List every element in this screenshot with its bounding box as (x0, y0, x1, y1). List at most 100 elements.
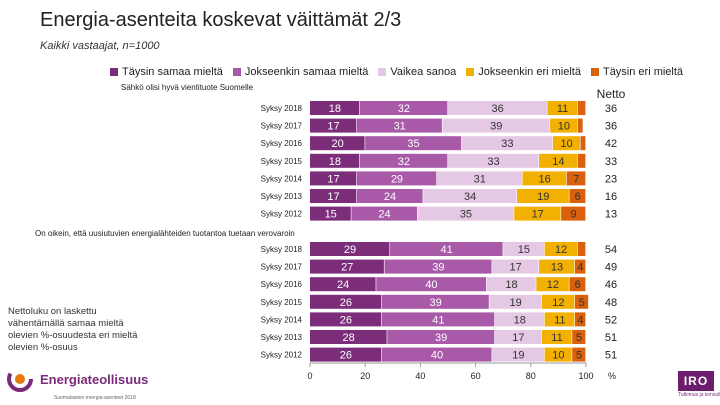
bar-segment (365, 136, 462, 151)
bar-segment (544, 242, 578, 256)
net-value: 13 (605, 209, 617, 221)
data-label: 35 (407, 138, 419, 150)
bar-segment (310, 259, 384, 274)
group-label: Sähkö olisi hyvä vientituote Suomelle (121, 83, 254, 92)
data-label: 26 (340, 350, 352, 362)
bar-segment (310, 101, 360, 115)
data-label: 4 (577, 314, 583, 326)
data-label: 17 (327, 173, 339, 185)
data-label: 16 (538, 173, 550, 185)
legend-item: Jokseenkin samaa mieltä (232, 66, 368, 78)
page-subtitle: Kaikki vastaajat, n=1000 (40, 40, 160, 52)
legend-item: Täysin eri mieltä (590, 66, 683, 78)
net-value: 42 (605, 138, 617, 150)
data-label: 19 (537, 191, 549, 203)
bar-segment (310, 330, 387, 344)
bar-segment (544, 312, 575, 327)
x-tick-label: 20 (360, 371, 370, 381)
data-label: 10 (558, 121, 570, 133)
net-value: 52 (605, 314, 617, 326)
row-label: Syksy 2016 (261, 280, 303, 289)
data-label: 41 (432, 314, 444, 326)
data-label: 11 (554, 314, 565, 326)
net-header: Netto (597, 87, 626, 101)
bar-segment (492, 259, 539, 274)
row-label: Syksy 2014 (261, 174, 303, 183)
data-label: 6 (575, 279, 581, 291)
iro-logo-mark: IRO (678, 371, 714, 391)
bar-segment (436, 171, 522, 186)
bar-segment (310, 118, 357, 133)
bar-segment (417, 206, 514, 221)
data-label: 40 (425, 279, 437, 291)
bar-segment (574, 294, 589, 309)
data-label: 18 (514, 314, 526, 326)
bar-segment (574, 312, 586, 327)
bar-segment (351, 206, 418, 221)
legend-label: Vaikea sanoa (390, 66, 457, 78)
net-value: 46 (605, 279, 617, 291)
data-label: 39 (490, 121, 502, 133)
legend-swatch (466, 68, 475, 76)
bar-segment (541, 294, 575, 309)
net-value: 51 (605, 350, 617, 362)
net-note: Nettoluku on laskettu vähentämällä samaa… (8, 306, 138, 353)
bar-segment (310, 136, 365, 151)
bar-segment (310, 153, 360, 168)
bar-segment (390, 242, 503, 256)
bar-segment (572, 347, 586, 362)
legend-label: Jokseenkin eri mieltä (478, 66, 581, 78)
data-label: 24 (384, 191, 396, 203)
x-tick-label: 80 (526, 371, 536, 381)
data-label: 26 (340, 297, 352, 309)
net-value: 33 (605, 156, 617, 168)
bar-segment (489, 294, 542, 309)
data-label: 24 (378, 209, 390, 221)
legend-swatch (378, 68, 387, 76)
bar-segment (423, 189, 517, 203)
bar-segment (514, 206, 561, 221)
data-label: 7 (573, 173, 579, 185)
bar-segment (448, 153, 539, 168)
bar-segment (550, 118, 578, 133)
data-label: 33 (501, 138, 513, 150)
data-label: 29 (391, 173, 403, 185)
data-label: 13 (551, 262, 563, 274)
row-label: Syksy 2015 (261, 157, 303, 166)
bar-segment (577, 153, 586, 168)
bar-segment (448, 101, 547, 115)
bar-segment (494, 330, 542, 344)
net-value: 36 (605, 103, 617, 115)
row-label: Syksy 2012 (261, 351, 303, 360)
data-label: 39 (432, 262, 444, 274)
bar-segment (359, 101, 448, 115)
data-label: 39 (435, 332, 447, 344)
data-label: 26 (340, 314, 352, 326)
bar-segment (577, 118, 583, 133)
x-tick-label: 100 (578, 371, 593, 381)
data-label: 6 (575, 191, 581, 203)
bar-segment (574, 259, 586, 274)
row-label: Syksy 2018 (261, 245, 303, 254)
data-label: 10 (552, 350, 564, 362)
data-label: 14 (552, 156, 564, 168)
net-value: 51 (605, 332, 617, 344)
bar-segment (561, 206, 586, 221)
bar-segment (522, 171, 567, 186)
net-value: 16 (605, 191, 617, 203)
bar-segment (503, 242, 544, 256)
x-tick-label: 0 (307, 371, 312, 381)
group-label: On oikein, että uusiutuvien energialähte… (35, 229, 295, 238)
bar-segment (310, 347, 382, 362)
data-label: 17 (327, 121, 339, 133)
x-tick-label: 40 (415, 371, 425, 381)
bar-segment (387, 330, 495, 344)
net-value: 48 (605, 297, 617, 309)
bar-segment (461, 136, 553, 151)
data-label: 5 (576, 350, 582, 362)
bar-segment (517, 189, 569, 203)
data-label: 35 (460, 209, 472, 221)
data-label: 11 (557, 103, 568, 115)
data-label: 12 (547, 279, 559, 291)
